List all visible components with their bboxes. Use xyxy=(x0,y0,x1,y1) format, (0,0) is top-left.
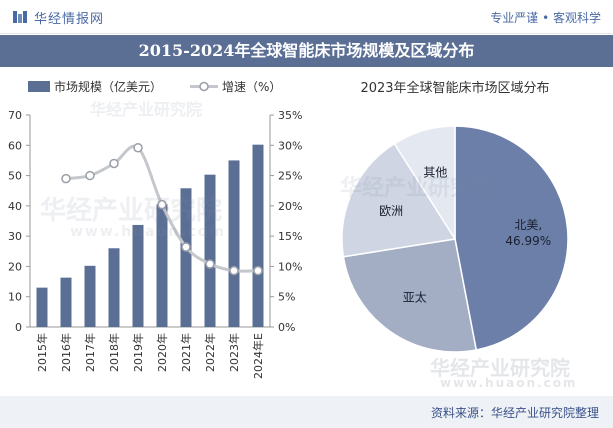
y-tick-label-left: 10 xyxy=(8,291,22,304)
growth-point xyxy=(61,173,71,184)
bar xyxy=(228,160,240,327)
legend-label-line: 增速（%） xyxy=(222,80,281,94)
bar xyxy=(252,144,264,327)
pie-value: 46.99% xyxy=(505,234,551,248)
y-tick-label-left: 50 xyxy=(8,170,22,183)
legend-swatch-bar xyxy=(28,81,50,92)
x-tick-label: 2015年 xyxy=(35,333,49,372)
x-tick-label: 2019年 xyxy=(131,333,145,372)
y-tick-label-right: 30% xyxy=(278,139,302,152)
y-tick-label-right: 0% xyxy=(278,321,295,334)
pie-label: 其他 xyxy=(423,166,447,180)
page-title: 2015-2024年全球智能床市场规模及区域分布 xyxy=(0,35,613,67)
logo-text: 华经情报网 xyxy=(34,11,105,27)
bar xyxy=(156,204,168,327)
x-tick-label: 2021年 xyxy=(179,333,193,372)
growth-point xyxy=(181,242,191,252)
slogan: 专业严谨 • 客观科学 xyxy=(490,11,601,25)
growth-point xyxy=(253,265,263,276)
pie-label: 北美, xyxy=(514,218,542,232)
logo: 华经情报网 xyxy=(12,7,104,27)
x-tick-label: 2017年 xyxy=(83,333,97,372)
y-tick-label-right: 20% xyxy=(278,200,302,213)
pie-slice xyxy=(454,125,569,351)
y-tick-label-right: 5% xyxy=(278,291,295,304)
x-tick-label: 2022年 xyxy=(203,333,217,372)
bar xyxy=(36,287,48,327)
y-tick-label-right: 25% xyxy=(278,170,302,183)
y-tick-label-left: 30 xyxy=(8,230,22,243)
pie-slice xyxy=(341,142,457,258)
pie-slice xyxy=(393,125,456,242)
footer: 资料来源：华经产业研究院整理 xyxy=(0,396,613,428)
logo-icon xyxy=(13,11,27,23)
growth-point xyxy=(229,265,239,276)
growth-point xyxy=(109,158,119,169)
top-bar: 华经情报网 专业严谨 • 客观科学 xyxy=(0,0,613,34)
bar xyxy=(180,188,192,327)
bar xyxy=(84,265,96,327)
growth-point xyxy=(133,142,143,153)
legend-swatch-point xyxy=(199,81,209,92)
legend-label-bar: 市场规模（亿美元） xyxy=(54,79,162,94)
bar xyxy=(108,248,120,327)
growth-point xyxy=(85,170,95,181)
x-tick-label: 2016年 xyxy=(59,333,73,372)
y-tick-label-right: 10% xyxy=(278,260,302,273)
y-tick-label-left: 70 xyxy=(8,109,22,122)
bar xyxy=(204,174,216,327)
y-tick-label-right: 15% xyxy=(278,230,302,243)
y-tick-label-left: 60 xyxy=(8,139,22,152)
bar xyxy=(60,277,72,327)
bar xyxy=(132,224,144,327)
pie-title: 2023年全球智能床市场区域分布 xyxy=(360,80,549,96)
x-tick-label: 2018年 xyxy=(107,333,121,372)
x-tick-label: 2023年 xyxy=(227,333,241,372)
x-tick-label: 2024年E xyxy=(251,333,265,379)
growth-point xyxy=(205,259,215,269)
x-tick-label: 2020年 xyxy=(155,333,169,372)
y-tick-label-left: 0 xyxy=(15,321,22,334)
growth-point xyxy=(157,199,167,210)
pie-slice xyxy=(342,238,478,353)
y-tick-label-left: 40 xyxy=(8,200,22,213)
source-note: 资料来源：华经产业研究院整理 xyxy=(430,406,599,420)
pie-label: 欧洲 xyxy=(379,204,403,218)
chart-area: 0 10 20 30 40 50 60 70 0% 5% 10% 15% 20% 25% 30% 35% 201… xyxy=(0,68,613,396)
pie-label: 亚太 xyxy=(403,289,427,304)
y-tick-label-right: 35% xyxy=(278,109,302,122)
chart-svg: 0 10 20 30 40 50 60 70 0% 5% 10% 15% 20% 25% 30% 35% 201… xyxy=(8,79,569,379)
y-tick-label-left: 20 xyxy=(8,260,22,273)
